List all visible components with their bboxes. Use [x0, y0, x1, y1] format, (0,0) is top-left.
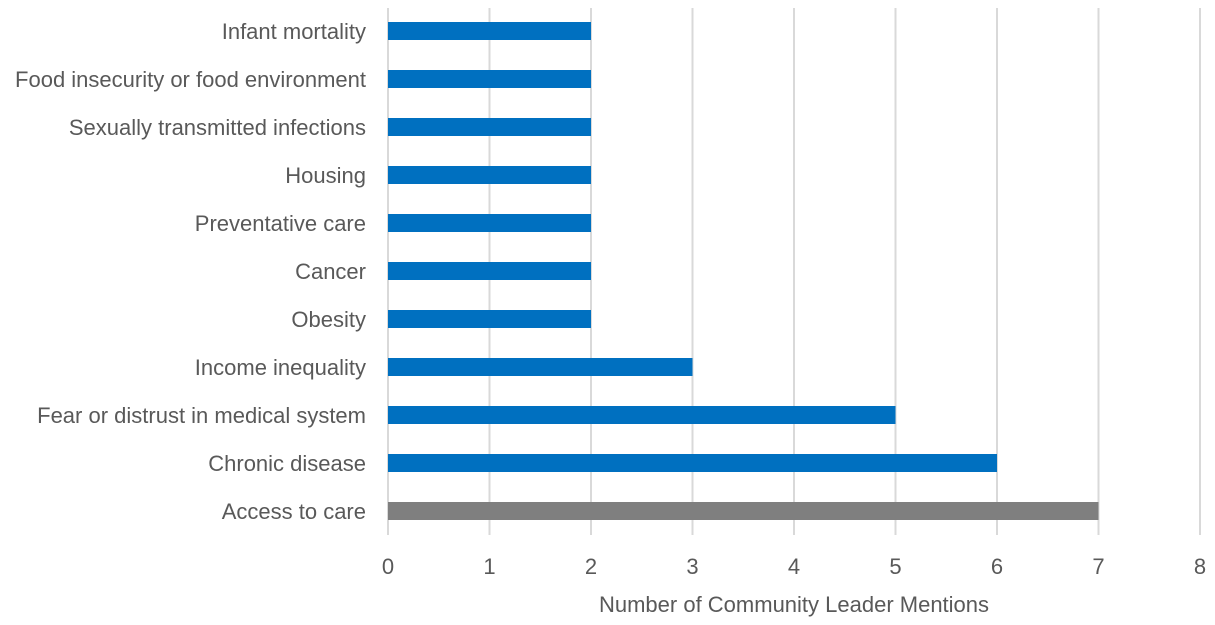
category-label: Food insecurity or food environment — [15, 67, 366, 92]
x-tick-label: 2 — [585, 554, 597, 579]
bar-infant-mortality — [388, 22, 591, 40]
bar-chronic-disease — [388, 454, 997, 472]
x-tick-label: 1 — [483, 554, 495, 579]
category-label: Sexually transmitted infections — [69, 115, 366, 140]
category-label: Chronic disease — [208, 451, 366, 476]
bar-obesity — [388, 310, 591, 328]
bar-income-inequality — [388, 358, 693, 376]
category-label: Housing — [285, 163, 366, 188]
bar-access-to-care — [388, 502, 1099, 520]
x-tick-label: 7 — [1092, 554, 1104, 579]
bars — [388, 22, 1099, 520]
bar-food-insecurity-or-food-environment — [388, 70, 591, 88]
bar-housing — [388, 166, 591, 184]
bar-sexually-transmitted-infections — [388, 118, 591, 136]
x-tick-label: 8 — [1194, 554, 1206, 579]
category-label: Fear or distrust in medical system — [37, 403, 366, 428]
bar-preventative-care — [388, 214, 591, 232]
gridlines — [387, 8, 1201, 535]
category-label: Infant mortality — [222, 19, 366, 44]
x-tick-label: 6 — [991, 554, 1003, 579]
category-label: Access to care — [222, 499, 366, 524]
category-labels: Infant mortality Food insecurity or food … — [15, 19, 366, 524]
x-axis-title: Number of Community Leader Mentions — [599, 592, 989, 617]
x-tick-label: 5 — [889, 554, 901, 579]
x-tick-label: 3 — [686, 554, 698, 579]
bar-fear-or-distrust-in-medical-system — [388, 406, 896, 424]
category-label: Preventative care — [195, 211, 366, 236]
x-tick-label: 0 — [382, 554, 394, 579]
category-label: Income inequality — [195, 355, 366, 380]
category-label: Cancer — [295, 259, 366, 284]
x-axis-ticks: 0 1 2 3 4 5 6 7 8 — [382, 554, 1206, 579]
category-label: Obesity — [291, 307, 366, 332]
x-tick-label: 4 — [788, 554, 800, 579]
bar-cancer — [388, 262, 591, 280]
